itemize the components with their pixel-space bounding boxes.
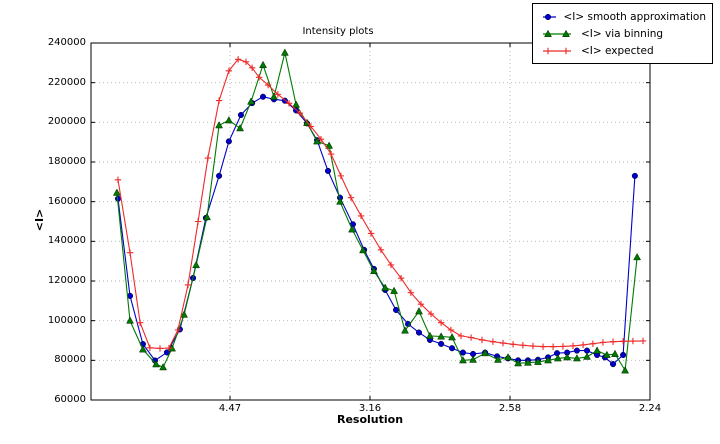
y-tick-label: 80000 xyxy=(54,354,86,366)
x-tick-label: 3.16 xyxy=(358,403,382,414)
legend-label: <I> expected xyxy=(581,44,654,57)
legend-label: <I> via binning xyxy=(581,27,664,40)
y-tick-label: 160000 xyxy=(47,195,86,207)
x-tick-label: 2.58 xyxy=(498,403,522,414)
y-tick-label: 140000 xyxy=(47,235,86,247)
legend-item-expected: <I> expected xyxy=(540,43,706,58)
legend-item-via-binning: <I> via binning xyxy=(540,26,706,41)
legend: <I> smooth approximation <I> via binning… xyxy=(532,3,713,64)
y-tick-label: 220000 xyxy=(47,76,86,88)
y-tick-label: 180000 xyxy=(47,156,86,167)
legend-item-smooth-approximation: <I> smooth approximation xyxy=(540,9,706,24)
y-tick-label: 240000 xyxy=(47,37,86,48)
legend-sample-blue-circle-icon xyxy=(543,13,557,20)
x-axis-label: Resolution xyxy=(336,413,404,426)
legend-sample-red-plus-icon xyxy=(543,47,571,54)
chart-title: Intensity plots xyxy=(302,26,374,37)
series-circle xyxy=(114,93,638,368)
series-triangle xyxy=(112,48,642,374)
legend-sample-green-triangle-icon xyxy=(543,29,571,37)
x-tick-label: 4.47 xyxy=(218,403,242,414)
y-tick-label: 120000 xyxy=(47,275,86,286)
legend-label: <I> smooth approximation xyxy=(563,10,706,23)
x-tick-label: 2.24 xyxy=(638,403,662,414)
y-tick-label: 60000 xyxy=(54,394,86,405)
series-plus xyxy=(114,56,647,352)
y-tick-label: 100000 xyxy=(47,314,86,326)
y-tick-label: 200000 xyxy=(47,116,86,128)
